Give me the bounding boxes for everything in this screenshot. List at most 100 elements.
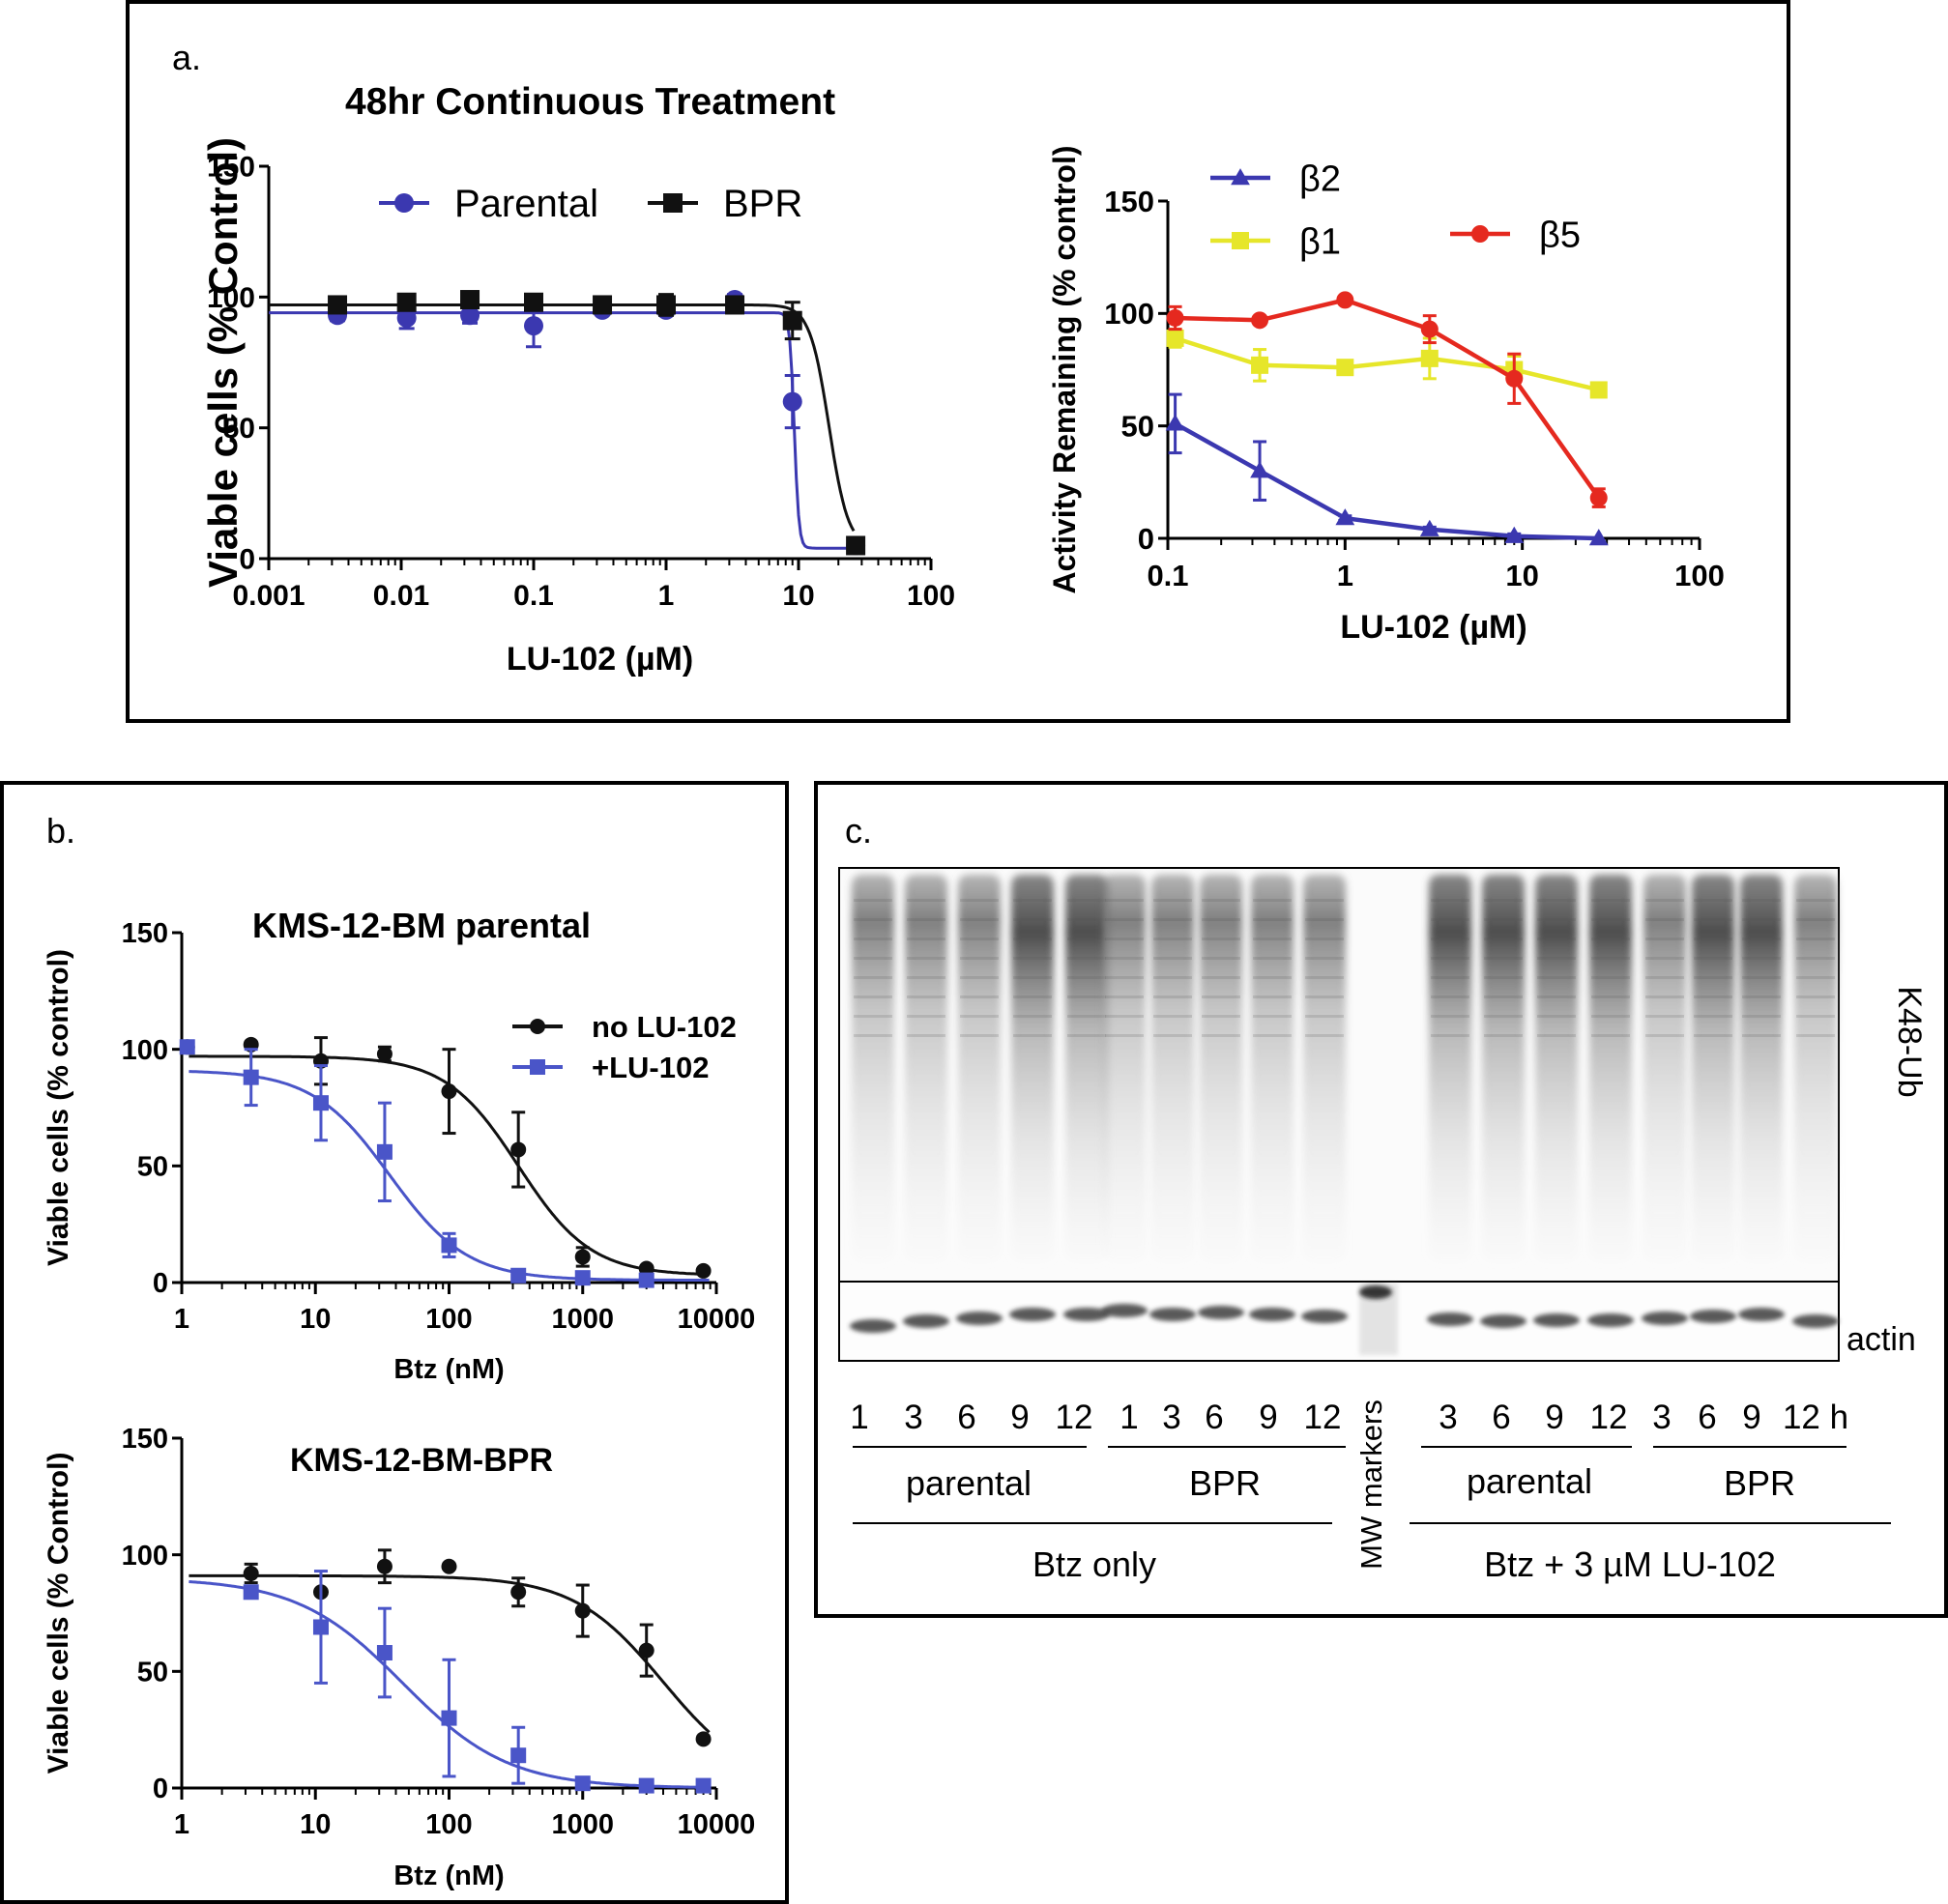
k48-band [1253, 1015, 1292, 1018]
k48-band [1153, 918, 1192, 921]
legend-label: no LU-102 [592, 1010, 737, 1044]
k48-band [1153, 899, 1192, 902]
k48-band [1105, 1034, 1144, 1037]
k48-band [1431, 976, 1469, 979]
x-tick-label: 0.01 [373, 580, 429, 612]
k48-band [1537, 918, 1576, 921]
k48-band [1153, 995, 1192, 998]
data-point [1335, 508, 1355, 526]
panel-b-letter: b. [46, 811, 75, 851]
x-tick-label: 1 [174, 1304, 189, 1335]
k48-band [1067, 995, 1106, 998]
k48-band [1067, 976, 1106, 979]
k48-band [1431, 938, 1469, 940]
k48-band [907, 1034, 945, 1037]
k48-band [1202, 918, 1240, 921]
series-no LU-102 [179, 1036, 712, 1279]
k48-band [1694, 938, 1732, 940]
data-point [1588, 529, 1609, 546]
data-point [441, 1083, 457, 1100]
k48-band [1431, 1034, 1469, 1037]
data-point [1589, 489, 1608, 507]
data-point [312, 1095, 329, 1111]
k48-band [1202, 957, 1240, 960]
k48-band [854, 918, 892, 921]
actin-band [1009, 1308, 1056, 1321]
actin-band [1198, 1306, 1244, 1319]
k48-band [1645, 976, 1684, 979]
mw-marker-band [1359, 1285, 1392, 1299]
k48-band [1253, 1034, 1292, 1037]
series-Parental [269, 290, 866, 556]
k48-band [960, 1015, 999, 1018]
panel-c-letter: c. [845, 811, 872, 851]
k48-band [1484, 1034, 1523, 1037]
k48-band [1591, 918, 1630, 921]
k48-band [1431, 957, 1469, 960]
lane-label: 3 [1162, 1399, 1180, 1436]
k48-band [1067, 957, 1106, 960]
k48-lane [1589, 875, 1632, 1261]
x-tick-label: 1 [174, 1809, 189, 1840]
k48-band [1013, 899, 1052, 902]
k48-band [1484, 1015, 1523, 1018]
k48-band [1013, 976, 1052, 979]
k48-band [960, 899, 999, 902]
data-point [574, 1775, 591, 1792]
lane-label: 6 [957, 1399, 975, 1436]
data-point [638, 1272, 654, 1288]
data-point [243, 1069, 259, 1085]
k48-band [1537, 976, 1576, 979]
k48-band [1694, 1034, 1732, 1037]
k48-band [1742, 899, 1781, 902]
k48-band [1305, 899, 1344, 902]
x-tick-label: 100 [425, 1809, 472, 1840]
data-point [656, 295, 676, 315]
k48-band [1305, 995, 1344, 998]
k48-band [1431, 899, 1469, 902]
mw-markers-label: MW markers [1354, 1399, 1388, 1570]
k48-band [1202, 899, 1240, 902]
data-point [376, 1558, 393, 1574]
data-point [243, 1565, 259, 1581]
k48-band [854, 938, 892, 940]
k48-band [1742, 938, 1781, 940]
group-parental-1: parental [906, 1463, 1032, 1503]
k48-band [1305, 938, 1344, 940]
y-tick-label: 100 [1104, 297, 1154, 331]
x-tick-label: 10000 [678, 1809, 756, 1840]
k48-band [1796, 899, 1835, 902]
k48-band [1153, 1015, 1192, 1018]
actin-band [903, 1314, 949, 1328]
actin-band [850, 1319, 896, 1333]
data-point [441, 1237, 457, 1254]
group-bpr-2: BPR [1724, 1463, 1795, 1503]
legend-label: +LU-102 [592, 1051, 709, 1084]
y-tick-label: 50 [137, 1151, 168, 1182]
x-tick-label: 100 [1674, 559, 1725, 592]
k48-band [1645, 995, 1684, 998]
actin-bands [850, 1284, 1839, 1355]
k48-band [1431, 918, 1469, 921]
x-tick-label: 10 [782, 580, 814, 612]
legend-β2: β2 [1210, 159, 1341, 199]
k48-band [1067, 1015, 1106, 1018]
legend-label: BPR [723, 183, 802, 225]
legend-Parental: Parental [379, 183, 598, 225]
k48-band [1013, 1034, 1052, 1037]
legend-β5: β5 [1450, 215, 1581, 255]
k48-band [1796, 957, 1835, 960]
k48-band [854, 957, 892, 960]
actin-band [1149, 1308, 1196, 1321]
k48-band [854, 1015, 892, 1018]
k48-band [1013, 957, 1052, 960]
series-β1 [1166, 328, 1608, 399]
lane-label: 12 [1304, 1399, 1342, 1436]
data-point [460, 305, 480, 326]
k48-band [1305, 1015, 1344, 1018]
k48-band [1537, 1015, 1576, 1018]
x-tick-label: 10 [300, 1304, 331, 1335]
k48-band [907, 938, 945, 940]
fit-curve [269, 311, 855, 550]
k48-band [1694, 976, 1732, 979]
